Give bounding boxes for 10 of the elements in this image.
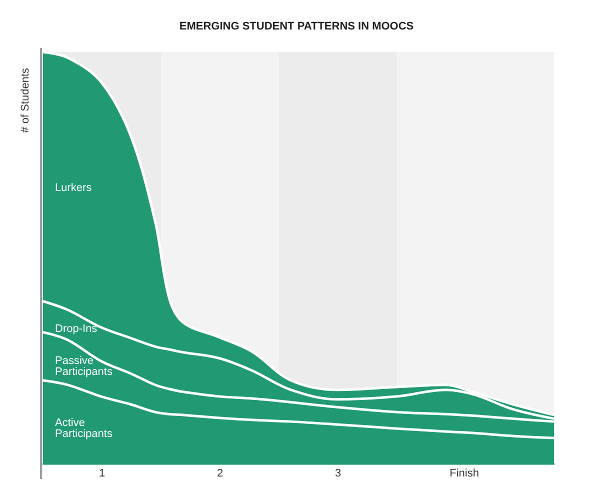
- chart-title: EMERGING STUDENT PATTERNS IN MOOCS: [179, 20, 414, 32]
- x-tick-label: 1: [98, 468, 106, 480]
- x-tick-label: Finish: [450, 468, 479, 480]
- x-tick-label: 3: [334, 468, 342, 480]
- series-label: Drop-Ins: [55, 323, 98, 336]
- x-tick-label: 2: [216, 468, 224, 480]
- series-label: Lurkers: [55, 182, 92, 194]
- y-axis-title: # of Students: [20, 68, 32, 133]
- series-label: Passive Participants: [55, 355, 113, 378]
- series-label: Active Participants: [55, 417, 113, 440]
